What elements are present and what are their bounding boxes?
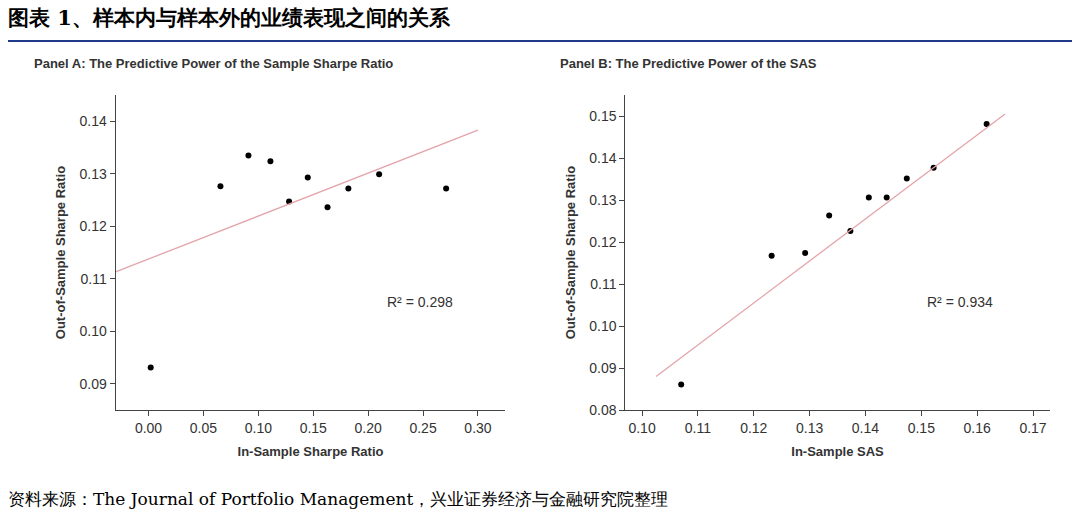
svg-text:In-Sample Sharpe Ratio: In-Sample Sharpe Ratio (238, 444, 384, 459)
svg-text:Out-of-Sample Sharpe Ratio: Out-of-Sample Sharpe Ratio (53, 166, 68, 339)
svg-text:0.30: 0.30 (464, 420, 491, 436)
svg-text:0.12: 0.12 (80, 218, 107, 234)
svg-text:R² = 0.934: R² = 0.934 (927, 294, 993, 310)
html-text:资料来源：The Journal of Portfolio: 资料来源：The Journal of Portfolio Management… (8, 489, 669, 509)
svg-text:0.14: 0.14 (80, 113, 107, 129)
svg-text:0.05: 0.05 (190, 420, 217, 436)
svg-text:0.11: 0.11 (590, 276, 616, 292)
svg-text:0.13: 0.13 (589, 192, 616, 208)
svg-text:0.13: 0.13 (796, 420, 823, 436)
svg-text:0.12: 0.12 (589, 234, 616, 250)
svg-text:0.15: 0.15 (908, 420, 935, 436)
svg-text:0.10: 0.10 (628, 420, 655, 436)
svg-text:0.14: 0.14 (589, 150, 616, 166)
svg-text:0.09: 0.09 (80, 376, 107, 392)
svg-text:0.10: 0.10 (80, 323, 107, 339)
svg-text:0.14: 0.14 (852, 420, 879, 436)
svg-text:0.15: 0.15 (300, 420, 327, 436)
svg-text:Panel B: The Predictive Power: Panel B: The Predictive Power of the SAS (560, 56, 817, 71)
svg-text:In-Sample SAS: In-Sample SAS (791, 444, 884, 459)
svg-text:0.10: 0.10 (245, 420, 272, 436)
svg-text:0.11: 0.11 (685, 420, 711, 436)
svg-text:0.08: 0.08 (589, 402, 616, 418)
svg-text:0.00: 0.00 (135, 420, 162, 436)
svg-text:Out-of-Sample Sharpe Ratio: Out-of-Sample Sharpe Ratio (563, 166, 578, 339)
svg-text:0.16: 0.16 (964, 420, 991, 436)
svg-text:0.12: 0.12 (740, 420, 767, 436)
svg-text:0.09: 0.09 (589, 360, 616, 376)
svg-text:0.20: 0.20 (355, 420, 382, 436)
svg-text:Panel A: The Predictive Power: Panel A: The Predictive Power of the Sam… (34, 56, 393, 71)
svg-text:0.11: 0.11 (81, 271, 107, 287)
svg-text:0.25: 0.25 (409, 420, 436, 436)
svg-text:0.13: 0.13 (80, 166, 107, 182)
svg-text:0.17: 0.17 (1019, 420, 1046, 436)
svg-text:R² = 0.298: R² = 0.298 (387, 294, 453, 310)
svg-text:0.10: 0.10 (589, 318, 616, 334)
html-text:图表 1、样本内与样本外的业绩表现之间的关系: 图表 1、样本内与样本外的业绩表现之间的关系 (8, 5, 450, 30)
svg-text:0.15: 0.15 (589, 108, 616, 124)
